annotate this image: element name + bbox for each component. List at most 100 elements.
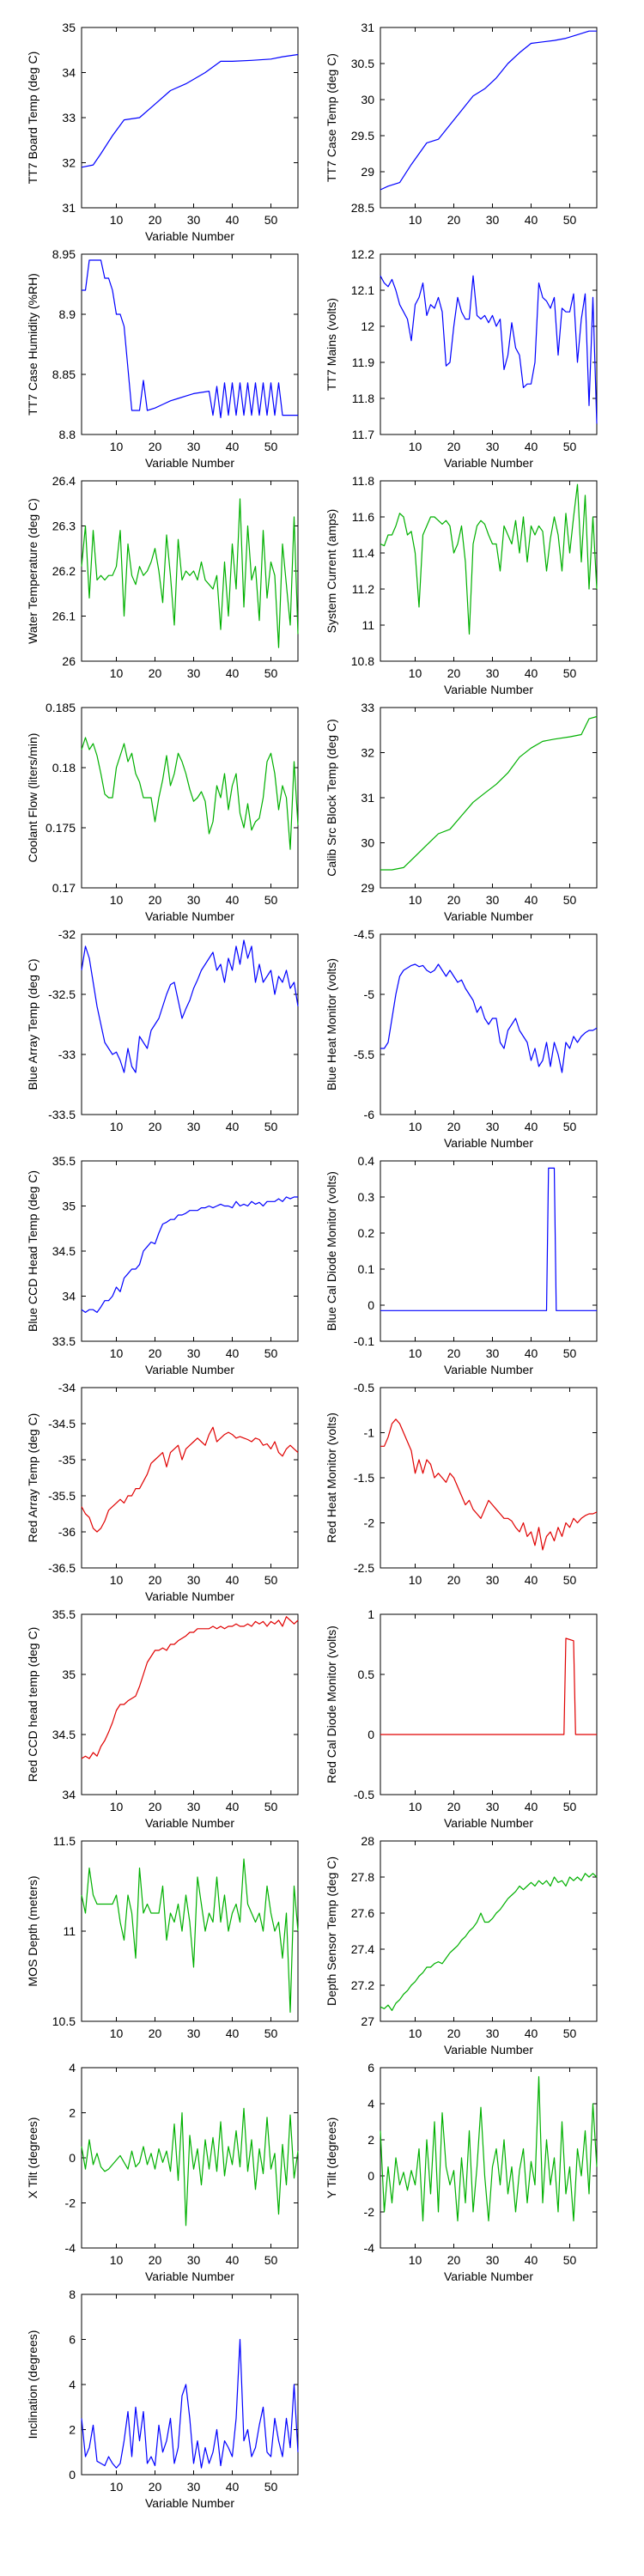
x-tick-label: 40	[226, 2026, 240, 2040]
y-axis-label: Red CCD head temp (deg C)	[26, 1627, 39, 1783]
x-tick-label: 10	[409, 1120, 422, 1133]
series-line	[82, 259, 298, 418]
y-axis-label: Coolant Flow (liters/min)	[26, 733, 39, 863]
y-axis-label: TT7 Mains (volts)	[325, 298, 338, 391]
y-tick-label: -4.5	[354, 927, 374, 941]
y-tick-label: 2	[368, 2133, 374, 2147]
plot-area	[81, 2067, 299, 2249]
x-axis-label: Variable Number	[145, 456, 234, 470]
y-tick-label: 11.8	[352, 392, 374, 405]
chart-panel-7: 10 20 30 40 50 0.17 0.175 0.18 0.185 Variable Num…	[26, 701, 299, 923]
chart-panel-11: 10 20 30 40 50 33.5 34 34.5 35 35.5 Variable Numbe…	[26, 1154, 299, 1376]
y-tick-label: -0.5	[354, 1788, 374, 1801]
x-tick-label: 20	[149, 2480, 162, 2494]
y-tick-label: -32	[58, 927, 76, 941]
chart-panel-2: 10 20 30 40 50 28.5 29 29.5 30 30.5 31 TT7 Case Tem…	[325, 21, 598, 227]
x-tick-label: 20	[149, 893, 162, 907]
x-tick-label: 50	[563, 2026, 577, 2040]
x-tick-label: 40	[525, 1800, 538, 1814]
series-line	[380, 30, 597, 191]
plot-area	[81, 933, 299, 1115]
x-tick-label: 30	[187, 1346, 201, 1360]
x-tick-label: 40	[226, 440, 240, 453]
x-tick-label: 20	[447, 440, 461, 453]
x-tick-label: 40	[525, 666, 538, 680]
x-tick-label: 50	[264, 440, 278, 453]
x-axis-label: Variable Number	[444, 683, 533, 696]
series-line	[81, 2338, 299, 2469]
y-tick-label: 2	[69, 2106, 76, 2120]
x-axis-label: Variable Number	[145, 1589, 234, 1603]
x-tick-label: 50	[264, 1573, 278, 1587]
series-line	[81, 53, 299, 168]
y-tick-label: 27.2	[351, 1978, 374, 1992]
x-tick-label: 50	[264, 2480, 278, 2494]
x-tick-label: 50	[563, 213, 577, 227]
x-tick-label: 20	[149, 1346, 162, 1360]
x-tick-label: 30	[486, 666, 500, 680]
x-tick-label: 10	[409, 893, 422, 907]
x-tick-label: 30	[187, 2026, 201, 2040]
y-tick-label: 27	[361, 2014, 374, 2028]
y-tick-label: 26.1	[52, 610, 76, 623]
y-tick-label: 0.5	[358, 1668, 375, 1681]
y-tick-label: 10.8	[351, 654, 374, 668]
y-tick-label: 30.5	[351, 57, 374, 70]
y-tick-label: -6	[364, 1108, 375, 1121]
y-tick-label: 34	[62, 1290, 76, 1303]
y-tick-label: 0	[69, 2468, 76, 2482]
x-tick-label: 30	[486, 1800, 500, 1814]
chart-panel-18: 10 20 30 40 50 27 27.2 27.4 27.6 27.8 28 Variable N…	[325, 1834, 598, 2057]
y-tick-label: 0.3	[358, 1190, 375, 1204]
x-tick-label: 20	[149, 2026, 162, 2040]
x-tick-label: 10	[110, 2026, 124, 2040]
y-tick-label: 12.1	[351, 283, 374, 297]
series-line	[81, 1858, 299, 2014]
y-tick-label: -34.5	[48, 1417, 76, 1431]
plot-area	[81, 1613, 299, 1795]
plot-area	[380, 480, 598, 662]
x-tick-label: 40	[226, 1120, 240, 1133]
y-tick-label: 27.8	[351, 1870, 374, 1884]
x-tick-label: 50	[563, 1800, 577, 1814]
y-axis-label: Y Tilt (degrees)	[325, 2117, 338, 2199]
x-axis-label: Variable Number	[444, 1136, 533, 1150]
chart-panel-5: 10 20 30 40 50 26 26.1 26.2 26.3 26.4 Water Temper…	[26, 474, 299, 680]
series-line	[380, 483, 598, 635]
y-tick-label: 26.3	[52, 519, 76, 533]
x-axis-label: Variable Number	[145, 909, 234, 923]
chart-panel-15: 10 20 30 40 50 34 34.5 35 35.5 Variable Number Red…	[26, 1607, 299, 1830]
y-tick-label: 6	[368, 2061, 374, 2075]
chart-panel-13: 10 20 30 40 50 -36.5 -36 -35.5 -35 -34.5 -34 Variab…	[26, 1381, 299, 1603]
x-axis-label: Variable Number	[145, 2496, 234, 2510]
y-tick-label: 35	[62, 21, 76, 34]
x-tick-label: 40	[226, 2480, 240, 2494]
y-tick-label: -2	[364, 1516, 375, 1530]
x-tick-label: 10	[110, 893, 124, 907]
y-tick-label: -0.5	[354, 1381, 374, 1394]
x-tick-label: 30	[486, 1346, 500, 1360]
x-tick-label: 50	[563, 1573, 577, 1587]
y-tick-label: 29	[361, 881, 374, 895]
x-tick-label: 30	[486, 1120, 500, 1133]
y-tick-label: 11.2	[352, 582, 374, 596]
series-line	[81, 1426, 299, 1533]
x-tick-label: 50	[563, 893, 577, 907]
y-tick-label: 35.5	[52, 1154, 76, 1168]
x-tick-label: 40	[525, 1573, 538, 1587]
x-tick-label: 40	[226, 1800, 240, 1814]
plot-area	[380, 1387, 598, 1569]
y-tick-label: -2	[65, 2196, 76, 2210]
chart-panel-12: 10 20 30 40 50 -0.1 0 0.1 0.2 0.3 0.4 Variable Numb…	[325, 1154, 598, 1376]
x-tick-label: 40	[525, 213, 538, 227]
x-tick-label: 20	[447, 2253, 461, 2267]
y-axis-label: Calib Src Block Temp (deg C)	[325, 719, 338, 876]
y-tick-label: 0.185	[46, 701, 76, 714]
y-tick-label: 11.6	[352, 510, 374, 524]
series-line	[81, 1196, 298, 1314]
y-tick-label: 35	[62, 1200, 76, 1213]
y-tick-label: -33.5	[48, 1108, 76, 1121]
x-tick-label: 20	[149, 1120, 162, 1133]
x-tick-label: 10	[409, 2253, 422, 2267]
